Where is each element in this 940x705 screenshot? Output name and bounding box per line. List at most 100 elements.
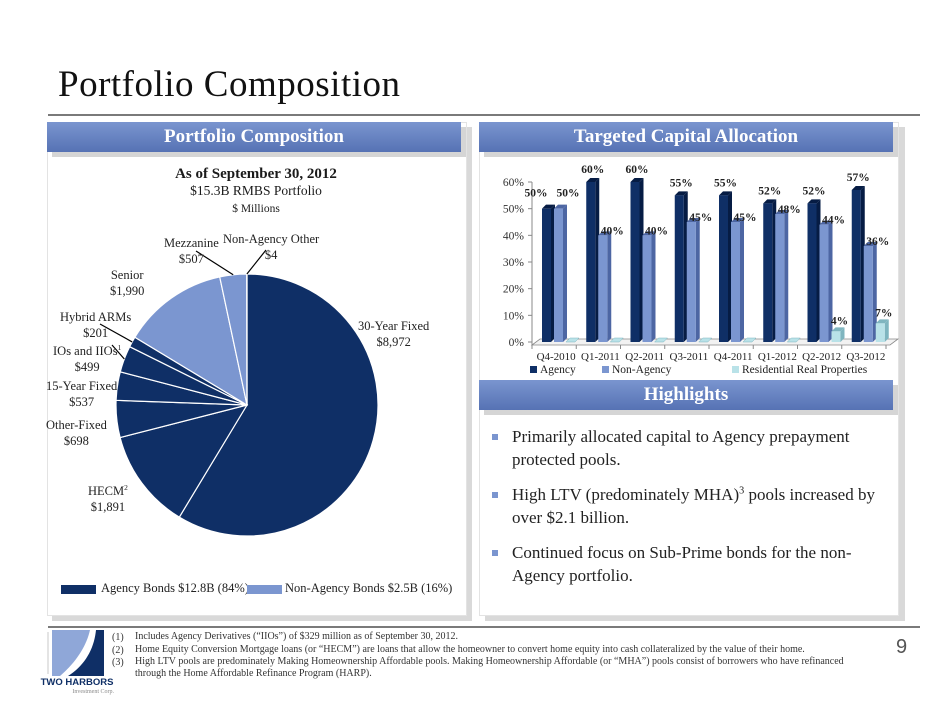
x-tick-label: Q1-2012 [758,351,797,363]
data-label-agency: 55% [670,177,693,189]
y-tick-label: 60% [503,177,525,189]
data-label-non_agency: 44% [822,215,845,227]
bar-non_agency [731,222,740,342]
bar-residential-zero [609,337,624,343]
bar-top-non_agency [775,210,789,214]
title-rule [48,114,920,116]
data-label-non_agency: 50% [557,188,580,200]
pie-label-30-year-fixed: 30-Year Fixed $8,972 [358,318,429,350]
legend-label-residential: Residential Real Properties [742,364,868,376]
bar-side-non_agency [740,218,744,342]
bar-top-agency [630,178,644,182]
pie-label-value: $201 [83,326,109,340]
bar-top-agency [542,204,555,209]
bar-top-non_agency [554,204,567,209]
bar-side-non_agency [651,231,656,342]
page-title: Portfolio Composition [58,64,401,105]
bar-non_agency [598,235,608,342]
bar-side-non_agency [784,210,789,342]
legend-label-non_agency: Non-Agency [612,364,672,376]
bar-top-residential [831,327,845,332]
footnote-3-number: (3) [112,657,124,668]
legend-swatch-non-agency [247,585,282,594]
two-harbors-logo-icon [47,630,104,676]
footer-rule [48,626,920,628]
footnote-1-number: (1) [112,632,124,643]
pie-label-value: $499 [74,360,100,374]
footnote-1: Includes Agency Derivatives (“IIOs”) of … [135,631,458,642]
data-label-non_agency: 45% [689,212,712,224]
data-label-non_agency: 40% [601,225,624,237]
bar-residential-zero [653,337,669,343]
legend-non-agency-bonds: Non-Agency Bonds $2.5B (16%) [285,581,453,595]
bar-residential [875,323,885,342]
bar-side-non_agency [695,218,700,342]
x-tick-label: Q1-2011 [581,351,620,363]
bar-agency [719,195,728,342]
page-number: 9 [896,636,908,658]
data-label-non_agency: 40% [645,225,668,237]
pie-slice-hecm [119,404,249,518]
bar-side-non_agency [872,242,877,342]
x-tick-label: Q3-2012 [846,351,885,363]
bar-top-non_agency [598,231,612,236]
bar-residential-zero [786,337,801,343]
portfolio-composition-header: Portfolio Composition [47,122,461,152]
y-tick-label: 20% [503,284,525,296]
y-tick-label: 10% [503,310,525,322]
x-tick-label: Q4-2010 [537,351,577,363]
x-tick-label: Q2-2011 [625,351,664,363]
legend-swatch-residential [732,366,739,373]
pie-label-15-year-fixed: 15-Year Fixed $537 [46,378,117,410]
pie-label-name: IOs and IIOs1 [53,342,122,358]
data-label-agency: 57% [847,172,870,184]
x-tick-label: Q3-2011 [670,351,709,363]
bar-agency [851,190,861,342]
x-tick-label: Q2-2012 [802,351,841,363]
footnote-2: Home Equity Conversion Mortgage loans (o… [135,644,805,655]
pie-subtitle-portfolio: $15.3B RMBS Portfolio [190,183,322,198]
highlights-header: Highlights [479,380,893,410]
portfolio-pie-chart [99,249,379,537]
legend-swatch-agency [530,366,537,373]
highlight-item-1: Primarily allocated capital to Agency pr… [512,427,850,469]
bar-top-agency [719,191,732,196]
pie-label-mezzanine: Mezzanine $507 [164,235,219,267]
bar-top-non_agency [819,220,833,225]
pie-label-other-fixed: Other-Fixed $698 [46,417,107,449]
legend-label-agency: Agency [540,364,576,376]
bar-top-non_agency [642,231,656,236]
bar-side-residential [884,319,889,342]
data-label-agency: 60% [626,164,649,176]
pie-label-value: $8,972 [376,335,411,349]
pie-label-name: 30-Year Fixed [358,319,430,333]
bar-top-agency [763,199,777,204]
bar-non_agency [863,246,873,342]
bar-residential-zero [565,337,580,343]
bar-top-non_agency [863,242,877,246]
bar-agency [630,182,640,342]
bar-top-non_agency [731,218,744,222]
bar-residential-zero [698,337,713,343]
data-label-non_agency: 45% [734,212,757,224]
y-tick-label: 30% [503,257,525,269]
pie-leader-line [246,249,267,275]
pie-label-ios-and-iios: IOs and IIOs1 $499 [53,343,121,375]
x-tick-label: Q4-2011 [714,351,753,363]
pie-label-value: $1,990 [110,284,145,298]
bar-top-agency [674,191,688,196]
y-tick-label: 0% [509,337,525,349]
bar-non_agency [819,224,829,342]
pie-label-name: Mezzanine [164,236,219,250]
bar-top-residential [875,319,889,324]
logo-tagline: Investment Corp. [72,689,114,695]
legend-swatch-non_agency [602,366,609,373]
highlight-item-3: Continued focus on Sub-Prime bonds for t… [512,543,852,585]
bar-agency [807,203,817,342]
bar-agency [542,208,551,342]
footnote-3-continued: through the Home Affordable Refinance Pr… [135,668,372,679]
data-label-residential: 7% [875,307,892,319]
bar-side-non_agency [563,204,567,342]
data-label-non_agency: 36% [866,236,889,248]
highlight-item-2: High LTV (predominately MHA)3 pools incr… [512,485,875,527]
